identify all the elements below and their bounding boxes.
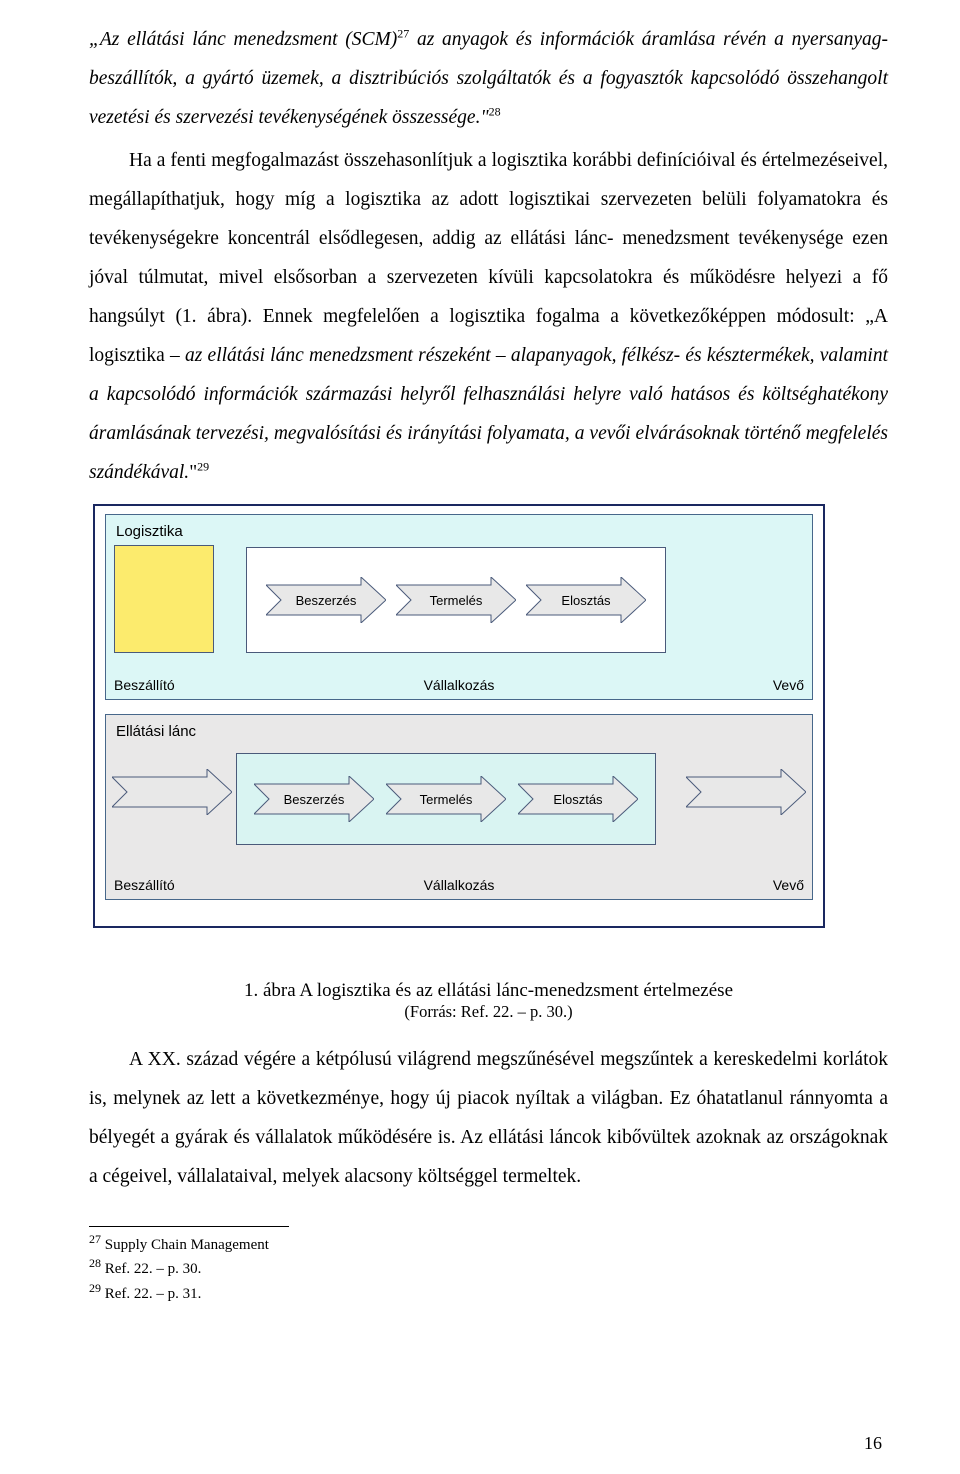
p2-quote-open: „ [865,306,874,327]
fn28-num: 28 [89,1256,101,1270]
left-entry-arrow [112,769,232,820]
p1-italic-a: Az ellátási lánc menedzsment (SCM) [100,29,397,50]
quote-close-1: " [480,107,488,128]
footnotes-separator [89,1226,289,1227]
p2-ital-a: az ellátási lánc menedzsment részeként [185,345,491,366]
arrow-termeles-1: Termelés [396,577,516,623]
footnote-28: 28 Ref. 22. – p. 30. [89,1255,888,1279]
caption-line2: (Forrás: Ref. 22. – p. 30.) [89,1002,888,1022]
panel1-bottom-labels: Beszállító Vállalkozás Vevő [114,677,804,693]
fn28-text: Ref. 22. – p. 30. [101,1261,201,1277]
panel-logisztika: Logisztika Beszerzés Termelés [105,514,813,700]
figure-border: Logisztika Beszerzés Termelés [93,504,825,928]
arrow-label: Elosztás [526,593,646,608]
footnotes: 27 Supply Chain Management 28 Ref. 22. –… [89,1231,888,1304]
figure-caption: 1. ábra A logisztika és az ellátási lánc… [89,980,888,1022]
label-beszallito-2: Beszállító [114,877,175,893]
supplier-block [114,545,214,653]
panel-ellatasi-title: Ellátási lánc [116,723,804,740]
caption-line1: 1. ábra A logisztika és az ellátási lánc… [89,980,888,1002]
footnote-27: 27 Supply Chain Management [89,1231,888,1255]
arrow-elosztas-2: Elosztás [518,776,638,822]
fn27-num: 27 [89,1232,101,1246]
label-vevo-1: Vevő [773,677,804,693]
label-vallalkozas-2: Vállalkozás [424,877,495,893]
label-vallalkozas-1: Vállalkozás [424,677,495,693]
right-exit-arrow [686,769,806,820]
arrow-label: Elosztás [518,792,638,807]
arrow-label: Termelés [396,593,516,608]
document-page: „Az ellátási lánc menedzsment (SCM)27 az… [0,0,960,1474]
p2-plain2: – [491,345,511,366]
label-vevo-2: Vevő [773,877,804,893]
footnote-ref-28: 28 [489,105,501,119]
arrow-beszerzes-2: Beszerzés [254,776,374,822]
page-number: 16 [864,1433,882,1454]
p2-text1: Ha a fenti megfogalmazást összehasonlítj… [89,150,888,327]
paragraph-2: Ha a fenti megfogalmazást összehasonlítj… [89,141,888,492]
footnote-ref-29: 29 [197,460,209,474]
panel-ellatasi-lanc: Ellátási lánc Beszerzés [105,714,813,900]
footnote-ref-27: 27 [397,27,409,41]
quote-open: „ [89,29,100,50]
paragraph-1: „Az ellátási lánc menedzsment (SCM)27 az… [89,20,888,137]
fn29-num: 29 [89,1281,101,1295]
arrow-label: Beszerzés [266,593,386,608]
logisztika-process-box: Beszerzés Termelés Elosztás [246,547,666,653]
panel2-bottom-labels: Beszállító Vállalkozás Vevő [114,877,804,893]
arrow-elosztas-1: Elosztás [526,577,646,623]
panel-logisztika-title: Logisztika [116,523,804,540]
p3-text: A XX. század végére a kétpólusú világren… [89,1049,888,1187]
footnote-29: 29 Ref. 22. – p. 31. [89,1280,888,1304]
arrow-beszerzes-1: Beszerzés [266,577,386,623]
figure-1: Logisztika Beszerzés Termelés [89,504,888,1022]
arrow-label: Termelés [386,792,506,807]
p2-quote-close: " [189,462,197,483]
arrow-label: Beszerzés [254,792,374,807]
fn27-text: Supply Chain Management [101,1237,269,1253]
paragraph-3: A XX. század végére a kétpólusú világren… [89,1040,888,1196]
ellatasi-process-box: Beszerzés Termelés Elosztás [236,753,656,845]
fn29-text: Ref. 22. – p. 31. [101,1286,201,1302]
label-beszallito-1: Beszállító [114,677,175,693]
arrow-termeles-2: Termelés [386,776,506,822]
